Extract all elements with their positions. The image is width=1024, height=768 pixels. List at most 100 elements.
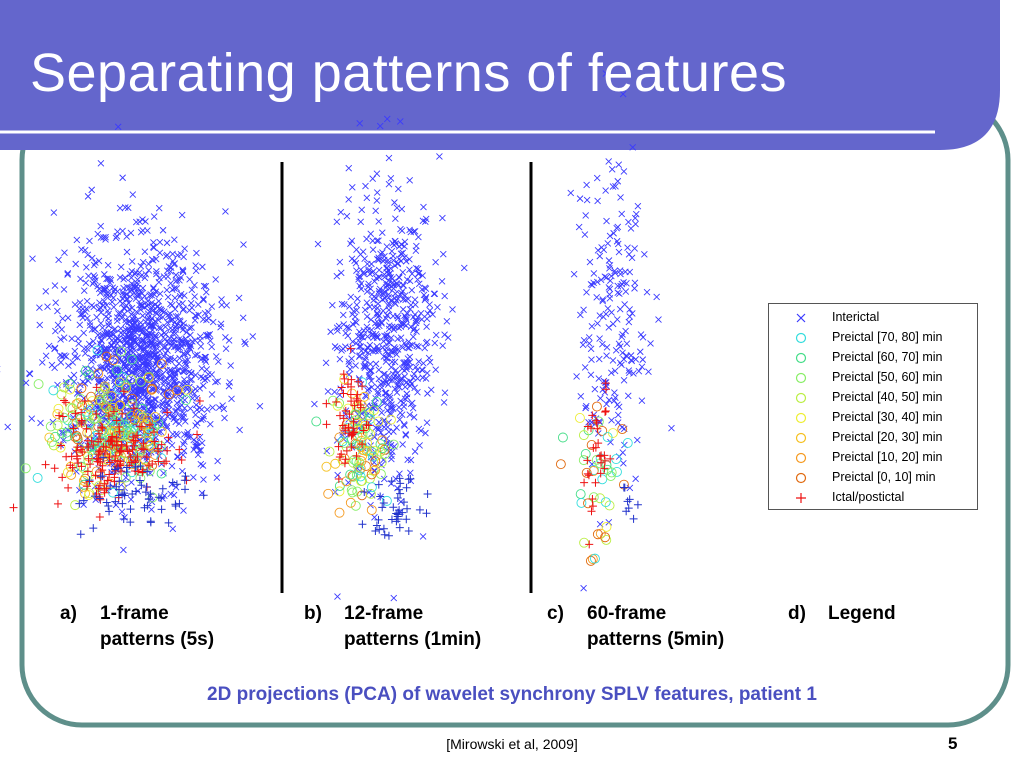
ictal-point <box>181 485 190 494</box>
ictal-point <box>157 440 166 449</box>
ictal-point <box>101 443 110 452</box>
interictal-point <box>167 357 174 364</box>
ictal-point <box>141 488 150 497</box>
interictal-point <box>422 429 429 437</box>
preictal-point <box>600 532 611 543</box>
interictal-point <box>378 409 385 417</box>
interictal-point <box>393 281 401 288</box>
interictal-point <box>414 276 421 283</box>
preictal-point <box>86 391 97 402</box>
interictal-point <box>419 272 426 279</box>
interictal-point <box>399 269 407 276</box>
interictal-point <box>420 360 427 367</box>
interictal-point <box>434 303 441 311</box>
ictal-point <box>114 491 123 500</box>
interictal-point <box>386 392 394 399</box>
interictal-point <box>125 318 133 326</box>
legend-item: Interictal <box>769 308 977 328</box>
interictal-point <box>80 287 88 294</box>
interictal-point <box>119 331 127 338</box>
interictal-point <box>391 358 399 366</box>
interictal-point <box>212 378 219 386</box>
interictal-point <box>639 334 647 341</box>
interictal-point <box>144 297 152 305</box>
ictal-point <box>75 499 84 508</box>
interictal-point <box>311 400 318 408</box>
interictal-point <box>116 204 124 212</box>
interictal-point <box>214 378 221 385</box>
ictal-point <box>364 421 373 430</box>
interictal-point <box>83 264 90 271</box>
interictal-point <box>385 325 393 333</box>
ictal-point <box>625 495 634 504</box>
interictal-point <box>227 362 234 369</box>
interictal-point <box>342 329 349 337</box>
interictal-point <box>99 363 107 371</box>
interictal-point <box>371 513 378 521</box>
interictal-point <box>212 276 220 283</box>
ictal-point <box>133 431 142 440</box>
ictal-point <box>82 482 91 491</box>
interictal-point <box>394 314 402 322</box>
interictal-point <box>155 278 163 286</box>
interictal-point <box>180 441 187 448</box>
preictal-point <box>555 459 566 470</box>
preictal-point <box>143 372 154 383</box>
interictal-point <box>643 288 651 296</box>
interictal-point <box>392 240 400 247</box>
ictal-point <box>91 471 100 480</box>
interictal-point <box>199 462 207 469</box>
interictal-point <box>168 326 176 334</box>
interictal-point <box>314 240 322 248</box>
interictal-point <box>42 352 50 360</box>
interictal-point <box>373 189 381 196</box>
interictal-point <box>625 218 632 226</box>
interictal-point <box>144 310 152 318</box>
interictal-point <box>595 375 603 382</box>
preictal-point <box>81 406 92 417</box>
ictal-point <box>82 424 91 433</box>
ictal-point <box>358 520 367 529</box>
interictal-point <box>78 246 85 253</box>
interictal-point <box>192 422 199 429</box>
interictal-point <box>215 404 223 411</box>
interictal-point <box>368 377 375 385</box>
ictal-point <box>163 446 172 455</box>
interictal-point <box>638 363 646 371</box>
interictal-point <box>439 342 447 349</box>
interictal-point <box>380 433 387 440</box>
interictal-point <box>150 285 157 293</box>
preictal-point <box>147 383 158 394</box>
interictal-point <box>346 303 353 310</box>
interictal-point <box>57 336 64 343</box>
preictal-point <box>82 427 93 438</box>
interictal-point <box>367 316 375 323</box>
interictal-point <box>206 420 214 428</box>
interictal-point <box>153 372 161 380</box>
ictal-point <box>111 497 120 506</box>
interictal-point <box>173 453 181 461</box>
ictal-point <box>342 446 351 455</box>
interictal-point <box>395 185 402 193</box>
interictal-point <box>52 327 59 335</box>
figure-caption: 2D projections (PCA) of wavelet synchron… <box>207 684 817 705</box>
interictal-point <box>402 379 410 387</box>
ictal-point <box>341 406 350 415</box>
interictal-point <box>421 284 429 292</box>
ictal-point <box>585 540 594 549</box>
interictal-point <box>417 309 425 317</box>
preictal-point <box>376 457 387 468</box>
interictal-point <box>337 208 345 216</box>
ictal-point <box>110 473 119 482</box>
ictal-point <box>154 493 163 502</box>
ictal-point <box>94 484 103 493</box>
interictal-point <box>599 340 606 348</box>
interictal-point <box>587 371 595 379</box>
interictal-point <box>336 391 344 399</box>
preictal-point <box>360 423 371 434</box>
interictal-point <box>617 194 624 201</box>
interictal-point <box>333 344 341 352</box>
ictal-point <box>104 412 113 421</box>
interictal-point <box>181 245 188 252</box>
interictal-point <box>240 241 247 248</box>
